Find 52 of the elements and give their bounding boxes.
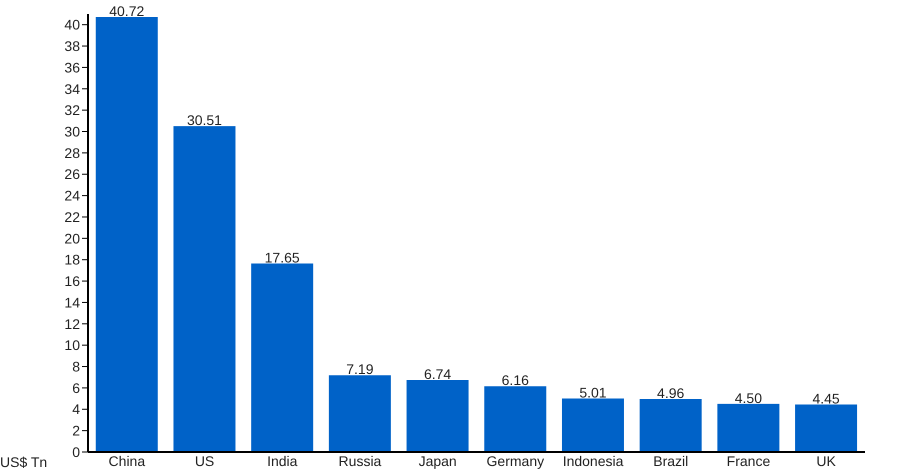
data-label: 30.51 — [186, 112, 222, 128]
x-tick-label: China — [108, 452, 146, 469]
bar — [795, 404, 858, 452]
bar — [173, 126, 236, 452]
y-tick-label: 34 — [64, 80, 80, 97]
data-label: 40.72 — [109, 2, 144, 19]
x-tick-label: Germany — [486, 452, 544, 469]
y-tick-label: 6 — [72, 380, 80, 396]
data-label: 4.50 — [734, 390, 762, 406]
y-tick-label: 14 — [64, 294, 80, 310]
x-tick-label: UK — [816, 452, 837, 469]
y-tick-label: 8 — [72, 358, 80, 375]
bar — [484, 386, 546, 452]
data-label: 6.74 — [424, 366, 452, 382]
bar — [406, 380, 469, 452]
y-tick-label: 20 — [64, 230, 80, 246]
y-axis-title: US$ Tn — [0, 454, 48, 470]
x-tick-label: France — [726, 452, 770, 469]
y-tick-label: 18 — [64, 252, 80, 268]
data-label: 6.16 — [502, 372, 530, 388]
y-tick-label: 38 — [64, 38, 80, 54]
y-tick-label: 12 — [64, 316, 80, 332]
y-tick-label: 16 — [64, 273, 80, 290]
y-tick-label: 10 — [64, 337, 80, 354]
y-tick-label: 22 — [64, 208, 80, 225]
data-label: 5.01 — [579, 384, 607, 400]
data-label: 7.19 — [346, 361, 374, 378]
y-tick-label: 24 — [64, 188, 80, 204]
bar — [640, 399, 702, 452]
data-label: 17.65 — [264, 249, 300, 266]
bar — [251, 263, 314, 452]
y-tick-label: 0 — [72, 444, 80, 460]
y-tick-label: 4 — [72, 401, 80, 418]
data-label: 4.96 — [657, 385, 685, 402]
y-tick-label: 36 — [64, 59, 80, 76]
y-tick-label: 30 — [64, 123, 80, 140]
x-tick-label: Indonesia — [562, 452, 624, 469]
bar — [717, 404, 780, 452]
x-tick-label: US — [194, 452, 214, 469]
y-tick-label: 40 — [64, 16, 80, 33]
bar — [96, 16, 158, 452]
bar — [328, 375, 391, 452]
x-tick-label: Russia — [338, 452, 382, 469]
x-tick-label: Japan — [418, 452, 457, 469]
y-tick-label: 2 — [72, 422, 80, 439]
y-tick-label: 32 — [64, 102, 80, 118]
bar — [562, 398, 624, 452]
y-tick-label: 28 — [64, 144, 80, 161]
data-label: 4.45 — [812, 390, 840, 406]
x-tick-label: India — [267, 452, 298, 469]
y-tick-label: 26 — [64, 166, 80, 182]
x-tick-label: Brazil — [653, 452, 688, 469]
